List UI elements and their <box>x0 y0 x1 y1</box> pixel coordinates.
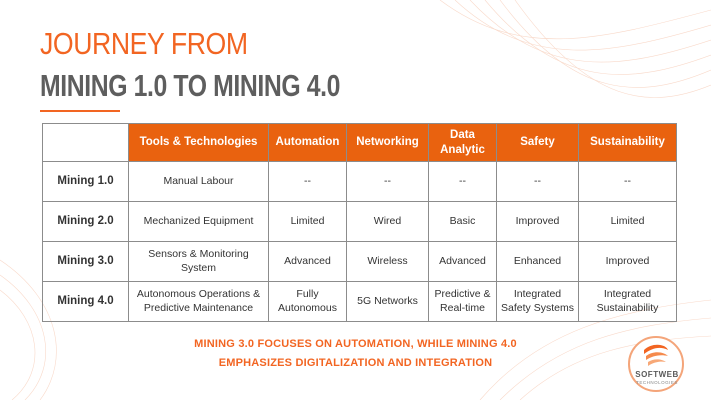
table-cell: Wired <box>346 201 429 242</box>
table-cell: Fully Autonomous <box>268 281 347 322</box>
row-label: Mining 4.0 <box>42 281 129 322</box>
title-underline <box>40 110 120 112</box>
table-cell: -- <box>496 161 579 202</box>
row-label: Mining 3.0 <box>42 241 129 282</box>
header-corner-cell <box>42 123 129 162</box>
table-row: Mining 2.0 Mechanized Equipment Limited … <box>42 201 677 242</box>
table-cell: Sensors & Monitoring System <box>128 241 269 282</box>
table-cell: Integrated Safety Systems <box>496 281 579 322</box>
table-cell: Wireless <box>346 241 429 282</box>
table-cell: Manual Labour <box>128 161 269 202</box>
table-header-row: Tools & Technologies Automation Networki… <box>42 123 677 162</box>
header-tools-technologies: Tools & Technologies <box>128 123 269 162</box>
row-label: Mining 2.0 <box>42 201 129 242</box>
header-safety: Safety <box>496 123 579 162</box>
title-line-2: MINING 1.0 TO MINING 4.0 <box>40 68 341 103</box>
table-cell: Advanced <box>428 241 497 282</box>
table-cell: -- <box>428 161 497 202</box>
footer-line-2: EMPHASIZES DIGITALIZATION AND INTEGRATIO… <box>218 357 493 369</box>
table-cell: Enhanced <box>496 241 579 282</box>
table-cell: Advanced <box>268 241 347 282</box>
table-row: Mining 1.0 Manual Labour -- -- -- -- -- <box>42 161 677 202</box>
table-cell: Improved <box>496 201 579 242</box>
title-line-1: JOURNEY FROM <box>40 26 248 61</box>
footer-caption: MINING 3.0 FOCUSES ON AUTOMATION, WHILE … <box>0 335 711 373</box>
table-cell: Basic <box>428 201 497 242</box>
comparison-table: Tools & Technologies Automation Networki… <box>42 123 677 322</box>
table-cell: -- <box>268 161 347 202</box>
header-data-analytic: Data Analytic <box>428 123 497 162</box>
logo-wordmark: SOFTWEB <box>635 370 679 379</box>
table-row: Mining 3.0 Sensors & Monitoring System A… <box>42 241 677 282</box>
table-cell: -- <box>578 161 677 202</box>
logo-swoosh-icon <box>644 344 668 366</box>
table-cell: Limited <box>268 201 347 242</box>
table-cell: Improved <box>578 241 677 282</box>
table-cell: Autonomous Operations & Predictive Maint… <box>128 281 269 322</box>
table-cell: Predictive & Real-time <box>428 281 497 322</box>
table-cell: Mechanized Equipment <box>128 201 269 242</box>
softweb-logo: SOFTWEB TECHNOLOGIES <box>622 336 692 396</box>
table-cell: Integrated Sustainability <box>578 281 677 322</box>
table-cell: Limited <box>578 201 677 242</box>
row-label: Mining 1.0 <box>42 161 129 202</box>
footer-line-1: MINING 3.0 FOCUSES ON AUTOMATION, WHILE … <box>194 338 517 350</box>
header-automation: Automation <box>268 123 347 162</box>
table-row: Mining 4.0 Autonomous Operations & Predi… <box>42 281 677 322</box>
table-cell: -- <box>346 161 429 202</box>
logo-subtitle: TECHNOLOGIES <box>636 380 678 385</box>
header-sustainability: Sustainability <box>578 123 677 162</box>
header-networking: Networking <box>346 123 429 162</box>
table-cell: 5G Networks <box>346 281 429 322</box>
